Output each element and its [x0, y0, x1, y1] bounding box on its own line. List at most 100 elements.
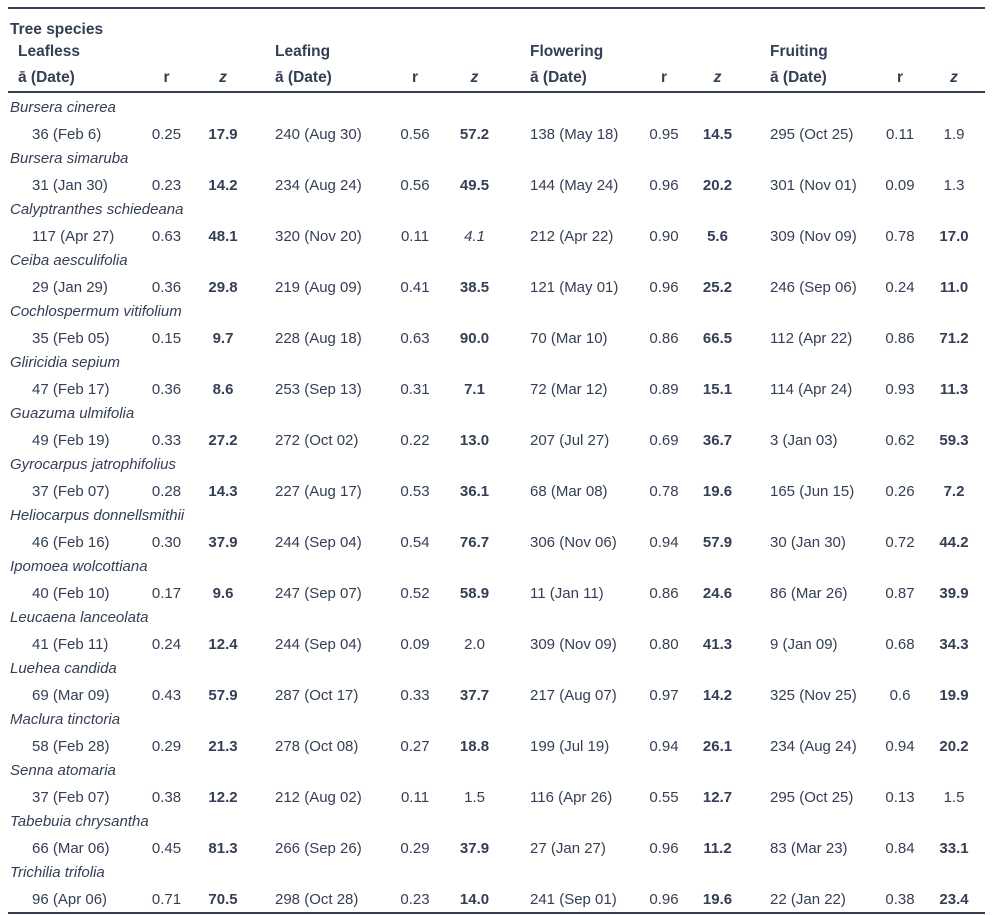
- fruiting-r-value: 0.94: [885, 738, 915, 755]
- leafless-date-value: 69 (Mar 09): [32, 687, 110, 704]
- leafing-r-value: 0.63: [400, 330, 430, 347]
- col-header-leafless-date: ā (Date): [18, 69, 75, 86]
- leafing-r-value: 0.29: [400, 840, 430, 857]
- leafing-date-value: 320 (Nov 20): [275, 228, 362, 245]
- flowering-z-value: 66.5: [702, 330, 733, 347]
- species-name: Bursera simaruba: [10, 150, 129, 167]
- species-data-row: 36 (Feb 6) 0.25 17.9 240 (Aug 30) 0.56 57.2 13…: [8, 116, 985, 144]
- flowering-r-value: 0.86: [649, 585, 679, 602]
- leafing-z-value: 14.0: [459, 891, 490, 908]
- leafing-z-value: 76.7: [459, 534, 490, 551]
- species-row: Leucaena lanceolata: [8, 603, 985, 626]
- leafless-r-value: 0.63: [151, 228, 182, 245]
- flowering-date-value: 309 (Nov 09): [530, 636, 617, 653]
- species-row: Bursera cinerea: [8, 92, 985, 116]
- flowering-r-value: 0.96: [649, 177, 679, 194]
- flowering-date-value: 70 (Mar 10): [530, 330, 608, 347]
- flowering-date-value: 199 (Jul 19): [530, 738, 610, 755]
- leafing-date-value: 266 (Sep 26): [275, 840, 362, 857]
- phenology-table: Tree species Leafless Leafing Flowering …: [8, 7, 986, 909]
- leafing-date-value: 244 (Sep 04): [275, 636, 362, 653]
- species-data-row: 41 (Feb 11) 0.24 12.4 244 (Sep 04) 0.09 2.0 30…: [8, 626, 985, 654]
- leafless-z-value: 81.3: [208, 840, 238, 857]
- flowering-date-value: 138 (May 18): [530, 126, 619, 143]
- leafless-date-value: 37 (Feb 07): [32, 789, 110, 806]
- species-name: Gyrocarpus jatrophifolius: [10, 456, 176, 473]
- leafing-r-value: 0.56: [400, 177, 430, 194]
- fruiting-r-value: 0.6: [889, 687, 911, 704]
- fruiting-z-value: 11.3: [939, 381, 969, 398]
- leafing-z-value: 2.0: [464, 636, 485, 653]
- flowering-r-value: 0.96: [649, 891, 679, 908]
- table-body: Bursera cinerea 36 (Feb 6) 0.25 17.9 240 (Au…: [8, 92, 985, 909]
- group-header-leafless: Leafless: [18, 43, 81, 60]
- leafing-r-value: 0.22: [400, 432, 430, 449]
- flowering-date-value: 306 (Nov 06): [530, 534, 617, 551]
- leafing-z-value: 57.2: [459, 126, 490, 143]
- leafless-r-value: 0.23: [151, 177, 182, 194]
- flowering-z-value: 41.3: [702, 636, 733, 653]
- species-row: Heliocarpus donnellsmithii: [8, 501, 985, 524]
- fruiting-r-value: 0.68: [885, 636, 915, 653]
- leafing-date-value: 253 (Sep 13): [275, 381, 362, 398]
- leafless-r-value: 0.38: [151, 789, 182, 806]
- fruiting-r-value: 0.38: [885, 891, 915, 908]
- species-data-row: 96 (Apr 06) 0.71 70.5 298 (Oct 28) 0.23 14.0 2…: [8, 881, 985, 909]
- fruiting-z-value: 11.0: [939, 279, 969, 296]
- fruiting-z-value: 39.9: [939, 585, 969, 602]
- leafless-z-value: 57.9: [208, 687, 238, 704]
- fruiting-date-value: 325 (Nov 25): [770, 687, 857, 704]
- flowering-r-value: 0.94: [649, 534, 679, 551]
- leafing-r-value: 0.09: [400, 636, 430, 653]
- flowering-z-value: 36.7: [702, 432, 733, 449]
- fruiting-z-value: 44.2: [939, 534, 969, 551]
- fruiting-z-value: 19.9: [939, 687, 969, 704]
- leafing-date-value: 247 (Sep 07): [275, 585, 362, 602]
- fruiting-z-value: 1.3: [943, 177, 965, 194]
- bottom-rule-thin: [8, 912, 985, 914]
- leafless-date-value: 35 (Feb 05): [32, 330, 110, 347]
- fruiting-date-value: 295 (Oct 25): [770, 126, 854, 143]
- species-name: Heliocarpus donnellsmithii: [10, 507, 185, 524]
- fruiting-r-value: 0.72: [885, 534, 915, 551]
- fruiting-date-value: 22 (Jan 22): [770, 891, 846, 908]
- group-header-leafing: Leafing: [275, 43, 331, 60]
- species-row: Guazuma ulmifolia: [8, 399, 985, 422]
- flowering-date-value: 121 (May 01): [530, 279, 619, 296]
- leafless-date-value: 37 (Feb 07): [32, 483, 110, 500]
- leafing-r-value: 0.31: [400, 381, 430, 398]
- leafless-date-value: 66 (Mar 06): [32, 840, 110, 857]
- col-header-flowering-z: z: [713, 69, 722, 86]
- leafing-r-value: 0.27: [400, 738, 430, 755]
- species-row: Maclura tinctoria: [8, 705, 985, 728]
- leafless-r-value: 0.45: [151, 840, 182, 857]
- flowering-date-value: 212 (Apr 22): [530, 228, 614, 245]
- leafing-r-value: 0.56: [400, 126, 430, 143]
- flowering-z-value: 5.6: [707, 228, 728, 245]
- flowering-r-value: 0.97: [649, 687, 679, 704]
- leafless-z-value: 14.2: [208, 177, 238, 194]
- leafless-date-value: 117 (Apr 27): [32, 228, 115, 245]
- fruiting-r-value: 0.84: [885, 840, 915, 857]
- leafing-date-value: 234 (Aug 24): [275, 177, 362, 194]
- species-data-row: 40 (Feb 10) 0.17 9.6 247 (Sep 07) 0.52 58.9 11…: [8, 575, 985, 603]
- fruiting-z-value: 17.0: [939, 228, 969, 245]
- species-name: Cochlospermum vitifolium: [10, 303, 182, 320]
- flowering-date-value: 241 (Sep 01): [530, 891, 617, 908]
- fruiting-r-value: 0.13: [885, 789, 915, 806]
- leafing-r-value: 0.41: [400, 279, 430, 296]
- species-data-row: 37 (Feb 07) 0.38 12.2 212 (Aug 02) 0.11 1.5 11…: [8, 779, 985, 807]
- leafless-date-value: 41 (Feb 11): [32, 636, 109, 653]
- fruiting-r-value: 0.86: [885, 330, 915, 347]
- leafing-r-value: 0.54: [400, 534, 430, 551]
- leafless-r-value: 0.33: [151, 432, 182, 449]
- flowering-r-value: 0.95: [649, 126, 679, 143]
- flowering-r-value: 0.96: [649, 279, 679, 296]
- col-header-flowering-r: r: [660, 69, 668, 86]
- col-header-leafless-z: z: [219, 69, 227, 86]
- fruiting-date-value: 3 (Jan 03): [770, 432, 838, 449]
- leafing-z-value: 37.7: [459, 687, 490, 704]
- leafing-z-value: 58.9: [459, 585, 490, 602]
- flowering-r-value: 0.86: [649, 330, 679, 347]
